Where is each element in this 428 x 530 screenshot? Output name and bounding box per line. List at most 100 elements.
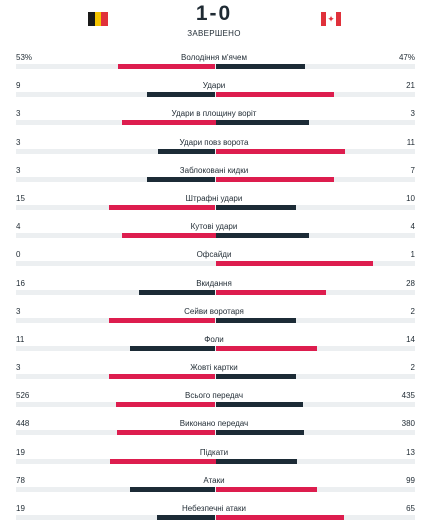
- home-stat-bar: [116, 430, 216, 436]
- stat-row: 78 Атаки 99: [0, 472, 428, 500]
- stat-bar-track: [16, 233, 415, 239]
- away-stat-bar: [215, 289, 327, 295]
- stat-row: 448 Виконано передач 380: [0, 415, 428, 443]
- away-stat-value: 1: [410, 250, 415, 260]
- home-stat-bar: [109, 374, 216, 380]
- stat-row: 4 Кутові удари 4: [0, 218, 428, 246]
- away-stat-bar: [215, 261, 373, 267]
- stat-label: Небезпечні атаки: [182, 504, 246, 513]
- stat-bar-track: [16, 204, 415, 210]
- away-stat-value: 13: [406, 447, 415, 457]
- stat-row: 19 Небезпечні атаки 65: [0, 500, 428, 528]
- stat-row: 3 Жовті картки 2: [0, 359, 428, 387]
- home-stat-value: 3: [16, 137, 21, 147]
- away-stat-bar: [215, 64, 306, 69]
- away-stat-value: 2: [410, 306, 415, 316]
- home-stat-value: 0: [16, 250, 21, 260]
- home-stat-bar: [139, 289, 216, 295]
- home-stat-bar: [158, 148, 216, 154]
- stat-bar-track: [16, 345, 415, 351]
- home-stat-value: 16: [16, 278, 25, 288]
- stat-row: 3 Удари повз ворота 11: [0, 134, 428, 162]
- home-stat-bar: [129, 345, 216, 351]
- away-stat-value: 10: [406, 193, 415, 203]
- away-stat-bar: [215, 176, 335, 182]
- home-stat-bar: [109, 204, 216, 210]
- away-stat-bar: [215, 233, 309, 239]
- away-stat-bar: [215, 204, 297, 210]
- stat-label: Володіння м'ячем: [181, 53, 247, 62]
- stat-label: Удари повз ворота: [179, 137, 249, 147]
- stat-bar-track: [16, 374, 415, 380]
- stat-label: Фоли: [204, 334, 224, 344]
- stat-row: 53% Володіння м'ячем 47%: [0, 49, 428, 77]
- home-stat-bar: [156, 515, 216, 520]
- stat-bar-track: [16, 486, 415, 492]
- home-stat-bar: [109, 317, 216, 323]
- stat-bar-track: [16, 64, 415, 69]
- stat-label: Удари в площину воріт: [171, 109, 257, 119]
- belgium-flag-icon: [88, 12, 109, 26]
- stat-bar-track: [16, 176, 415, 182]
- away-stat-value: 21: [406, 81, 415, 91]
- away-stat-value: 14: [406, 334, 415, 344]
- stat-label: Офсайди: [196, 250, 232, 260]
- home-stat-value: 78: [16, 475, 25, 485]
- stat-label: Удари: [202, 81, 226, 91]
- away-stat-value: 380: [401, 419, 415, 429]
- home-stat-bar: [129, 486, 216, 492]
- stat-row: 16 Вкидання 28: [0, 275, 428, 303]
- away-stat-bar: [215, 515, 344, 520]
- away-stat-bar: [215, 430, 304, 436]
- home-stat-value: 11: [16, 334, 25, 344]
- away-stat-bar: [215, 345, 317, 351]
- stat-label: Штрафні удари: [185, 193, 243, 203]
- home-stat-bar: [147, 176, 216, 182]
- stat-row: 9 Удари 21: [0, 77, 428, 105]
- maple-leaf-icon: ✦: [327, 14, 335, 24]
- stat-row: 526 Всього передач 435: [0, 387, 428, 415]
- stat-label: Виконано передач: [179, 419, 249, 429]
- away-stat-value: 4: [410, 222, 415, 232]
- away-stat-value: 7: [410, 165, 415, 175]
- stat-bar-track: [16, 261, 415, 267]
- away-stat-bar: [215, 317, 297, 323]
- away-stat-value: 28: [406, 278, 415, 288]
- stat-label: Жовті картки: [190, 363, 238, 373]
- stat-label: Всього передач: [185, 391, 243, 401]
- stat-bar-track: [16, 515, 415, 520]
- stat-bar-track: [16, 317, 415, 323]
- home-stat-value: 15: [16, 193, 25, 203]
- home-stat-value: 9: [16, 81, 21, 91]
- away-stat-bar: [215, 374, 297, 380]
- stat-row: 15 Штрафні удари 10: [0, 190, 428, 218]
- away-stat-bar: [215, 458, 298, 464]
- home-stat-value: 3: [16, 306, 21, 316]
- away-stat-value: 435: [401, 391, 415, 401]
- home-stat-value: 526: [16, 391, 30, 401]
- stat-label: Кутові удари: [190, 222, 238, 232]
- home-stat-bar: [115, 402, 216, 408]
- stat-bar-track: [16, 120, 415, 126]
- match-status: ЗАВЕРШЕНО: [187, 29, 241, 38]
- away-stat-value: 11: [406, 137, 415, 147]
- away-stat-bar: [215, 486, 317, 492]
- home-stat-value: 19: [16, 447, 25, 457]
- home-stat-bar: [122, 233, 216, 239]
- stat-bar-track: [16, 430, 415, 436]
- stat-label: Атаки: [203, 475, 225, 485]
- home-stat-bar: [122, 120, 216, 126]
- home-stat-value: 53%: [16, 53, 33, 62]
- home-stat-value: 3: [16, 109, 21, 119]
- away-stat-bar: [215, 148, 346, 154]
- match-score: 1-0: [195, 2, 233, 25]
- home-stat-value: 3: [16, 363, 21, 373]
- home-stat-bar: [110, 458, 216, 464]
- stat-row: 3 Удари в площину воріт 3: [0, 105, 428, 133]
- stat-row: 11 Фоли 14: [0, 331, 428, 359]
- stat-row: 0 Офсайди 1: [0, 246, 428, 274]
- home-stat-value: 19: [16, 504, 25, 513]
- canada-flag-icon: ✦: [321, 12, 341, 26]
- stat-label: Сейви воротаря: [184, 306, 244, 316]
- away-stat-value: 2: [410, 363, 415, 373]
